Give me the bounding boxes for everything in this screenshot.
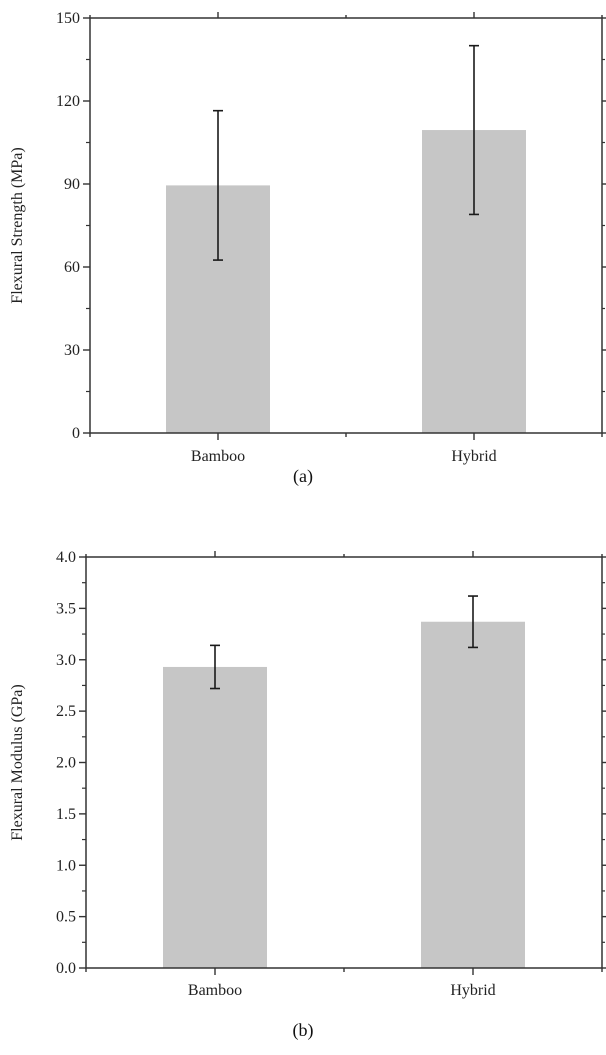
y-tick-label: 60 — [64, 259, 80, 276]
caption-b: (b) — [292, 1020, 314, 1040]
error-bar-hybrid — [469, 44, 479, 216]
y-tick-label: 3.0 — [56, 652, 76, 669]
y-tick-label: 0.0 — [56, 960, 76, 977]
error-bar-bamboo — [210, 644, 220, 690]
caption-a: (a) — [293, 466, 313, 486]
y-tick-label: 4.0 — [56, 549, 76, 566]
x-tick-label-bamboo: Bamboo — [191, 448, 245, 465]
bar-hybrid — [421, 621, 525, 968]
y-tick-label: 2.0 — [56, 755, 76, 772]
y-tick-label: 3.5 — [56, 600, 76, 617]
chart-b: 0.0 0.5 1.0 1.5 2.0 2.5 3.0 3.5 4.0 Bamboo Hybrid F… — [9, 549, 606, 999]
x-tick-label-hybrid: Hybrid — [451, 448, 496, 465]
y-tick-label: 1.5 — [56, 806, 76, 823]
y-tick-label: 120 — [56, 93, 80, 110]
y-tick-label: 150 — [56, 10, 80, 27]
error-bar-bamboo — [213, 109, 223, 261]
y-tick-label: 0 — [72, 425, 80, 442]
y-tick-label: 30 — [64, 342, 80, 359]
y-tick-label: 90 — [64, 176, 80, 193]
y-tick-label: 2.5 — [56, 703, 76, 720]
y-axis-label: Flexural Modulus (GPa) — [9, 684, 26, 840]
panel-a: 0 30 60 90 120 150 Bamboo Hybrid Flexural Streng… — [9, 10, 606, 486]
chart-a: 0 30 60 90 120 150 Bamboo Hybrid Flexural Streng… — [9, 10, 606, 465]
y-tick-label: 0.5 — [56, 909, 76, 926]
error-bar-hybrid — [468, 595, 478, 649]
bar-bamboo — [163, 666, 267, 968]
y-axis-label: Flexural Strength (MPa) — [9, 147, 26, 303]
x-tick-label-hybrid: Hybrid — [450, 982, 495, 999]
x-tick-label-bamboo: Bamboo — [188, 982, 242, 999]
y-tick-label: 1.0 — [56, 857, 76, 874]
panel-b: 0.0 0.5 1.0 1.5 2.0 2.5 3.0 3.5 4.0 Bamboo Hybrid F… — [0, 528, 606, 1055]
